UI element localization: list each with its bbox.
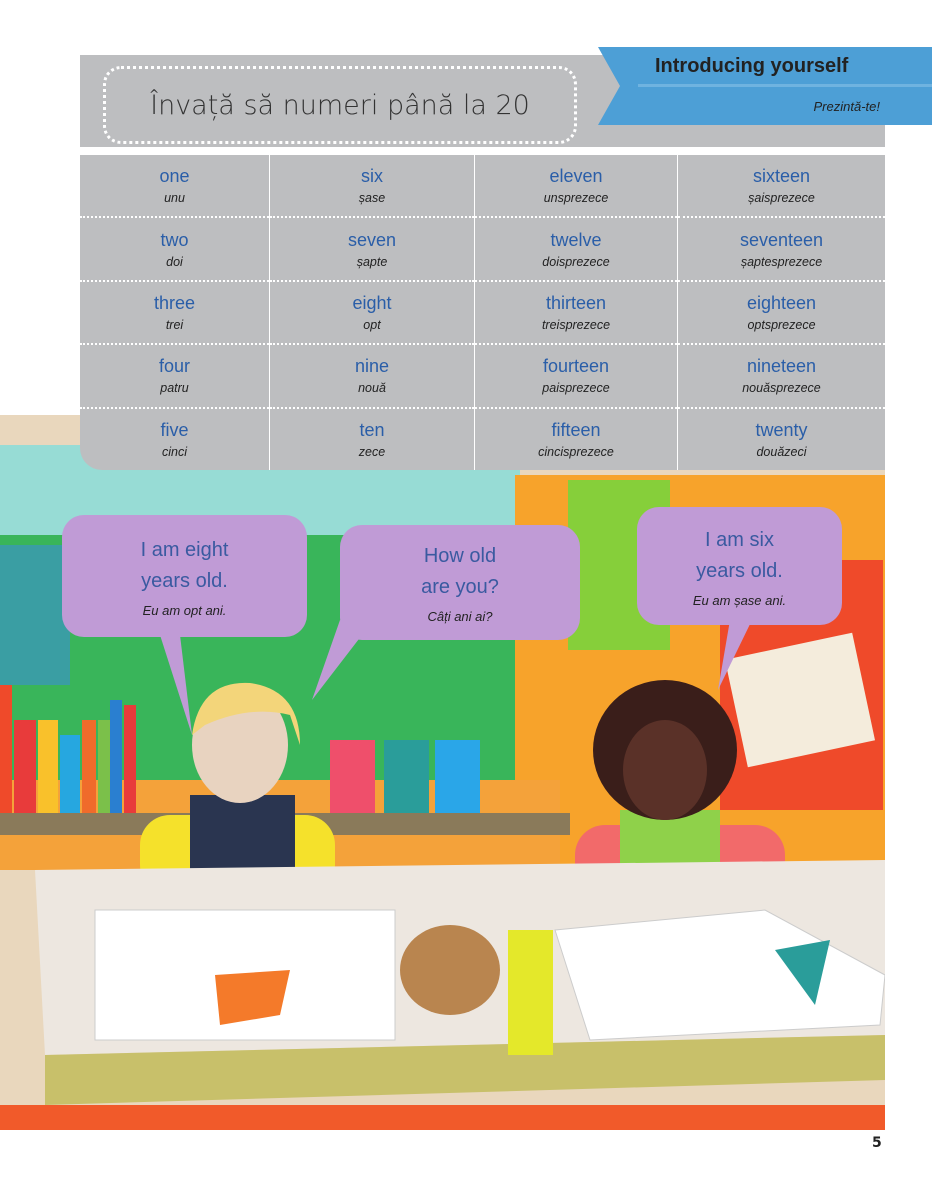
number-english: one (159, 166, 190, 187)
books (0, 685, 136, 815)
number-english: five (160, 419, 189, 440)
number-cell: eleven unsprezece (475, 155, 677, 219)
bubble-text-en: years old. (141, 569, 228, 592)
number-cell: eight opt (270, 282, 474, 346)
number-romanian: douăzeci (756, 444, 807, 459)
bubble-text-en: years old. (696, 559, 783, 582)
numbers-table: one unu two doi three trei four patru five cinci s… (80, 155, 885, 470)
number-english: fourteen (542, 356, 610, 377)
number-romanian: șapte (356, 254, 388, 269)
section-title: Introducing yourself (655, 55, 849, 77)
number-cell: twenty douăzeci (678, 409, 885, 470)
number-cell: three trei (80, 282, 269, 346)
page-number: 5 (872, 1135, 882, 1151)
number-romanian: doi (166, 254, 183, 269)
number-romanian: șaisprezece (748, 191, 815, 206)
number-romanian: unsprezece (543, 191, 609, 206)
number-english: eight (352, 293, 392, 314)
number-cell: nine nouă (270, 345, 474, 409)
speech-bubble-girl: I am six years old. Eu am șase ani. (637, 507, 842, 625)
numbers-column: six șase seven șapte eight opt nine nouă ten zece (270, 155, 475, 470)
number-romanian: nouăsprezece (742, 381, 821, 396)
bubble-text-en: I am six (705, 528, 774, 551)
number-cell: four patru (80, 345, 269, 409)
number-english: seventeen (739, 229, 824, 250)
number-english: ten (359, 419, 385, 440)
number-cell: six șase (270, 155, 474, 219)
section-subtitle: Prezintă-te! (813, 99, 880, 114)
number-romanian: cincisprezece (538, 444, 614, 459)
number-english: six (361, 166, 383, 187)
number-cell: one unu (80, 155, 269, 219)
number-romanian: cinci (161, 444, 187, 459)
number-english: eleven (549, 166, 603, 187)
bubble-text-en: are you? (421, 576, 499, 598)
bubble-text-ro: Eu am șase ani. (692, 592, 787, 608)
number-romanian: șaptesprezece (740, 254, 823, 269)
number-cell: twelve doisprezece (475, 218, 677, 282)
number-romanian: zece (358, 444, 386, 459)
number-cell: sixteen șaisprezece (678, 155, 885, 219)
bubble-text-en: I am eight (140, 538, 229, 561)
number-english: three (153, 293, 196, 314)
number-romanian: trei (165, 318, 184, 333)
number-cell: fifteen cincisprezece (475, 409, 677, 470)
number-english: nineteen (746, 356, 817, 377)
number-romanian: șase (358, 191, 386, 206)
number-romanian: treisprezece (541, 318, 611, 333)
number-romanian: doisprezece (542, 254, 610, 269)
number-cell: ten zece (270, 409, 474, 470)
number-english: eighteen (746, 293, 817, 314)
bubble-text-en: How old (423, 545, 497, 567)
number-english: thirteen (545, 293, 607, 314)
page-title: Învață să numeri până la 20 (103, 66, 577, 144)
number-cell: seven șapte (270, 218, 474, 282)
numbers-column: one unu two doi three trei four patru five cinci (80, 155, 270, 470)
number-romanian: optsprezece (747, 318, 816, 333)
number-english: four (158, 356, 191, 377)
number-english: sixteen (752, 166, 811, 187)
speech-bubble-question: How old are you? Câți ani ai? (340, 525, 580, 640)
number-english: twenty (755, 419, 808, 440)
number-cell: two doi (80, 218, 269, 282)
bubble-text-ro: Eu am opt ani. (142, 602, 227, 618)
number-romanian: opt (363, 318, 381, 333)
numbers-column: sixteen șaisprezece seventeen șaptesprezece… (678, 155, 885, 470)
number-english: fifteen (551, 419, 601, 440)
numbers-column: eleven unsprezece twelve doisprezece thirtee… (475, 155, 678, 470)
number-cell: fourteen paisprezece (475, 345, 677, 409)
speech-bubble-boy: I am eight years old. Eu am opt ani. (62, 515, 307, 637)
number-romanian: unu (164, 191, 185, 206)
number-english: twelve (550, 229, 602, 250)
number-cell: eighteen optsprezece (678, 282, 885, 346)
bubble-text-ro: Câți ani ai? (427, 609, 493, 624)
section-ribbon (598, 47, 932, 125)
number-cell: five cinci (80, 409, 269, 470)
number-cell: seventeen șaptesprezece (678, 218, 885, 282)
number-cell: nineteen nouăsprezece (678, 345, 885, 409)
number-english: seven (347, 229, 397, 250)
number-romanian: paisprezece (542, 381, 610, 396)
number-english: two (160, 229, 189, 250)
number-english: nine (354, 356, 390, 377)
number-romanian: patru (160, 381, 189, 396)
number-romanian: nouă (358, 381, 386, 396)
number-cell: thirteen treisprezece (475, 282, 677, 346)
